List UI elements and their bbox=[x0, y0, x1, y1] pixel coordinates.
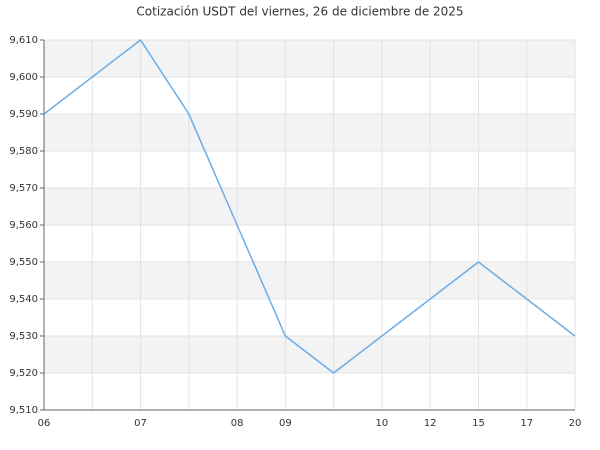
band bbox=[44, 262, 575, 299]
x-tick-label: 20 bbox=[569, 418, 582, 429]
y-tick-label: 9,530 bbox=[9, 331, 38, 342]
y-tick-label: 9,560 bbox=[9, 220, 38, 231]
x-tick-label: 12 bbox=[424, 418, 437, 429]
y-tick-label: 9,550 bbox=[9, 257, 38, 268]
x-tick-label: 07 bbox=[134, 418, 147, 429]
y-tick-label: 9,600 bbox=[9, 72, 38, 83]
band bbox=[44, 40, 575, 77]
band bbox=[44, 188, 575, 225]
y-tick-label: 9,520 bbox=[9, 368, 38, 379]
line bbox=[43, 38, 576, 374]
y-tick-label: 9,510 bbox=[9, 405, 38, 416]
x-tick-label: 10 bbox=[376, 418, 389, 429]
band bbox=[44, 114, 575, 151]
y-tick-label: 9,590 bbox=[9, 109, 38, 120]
chart-title: Cotización USDT del viernes, 26 de dicie… bbox=[136, 5, 463, 19]
y-tick-label: 9,580 bbox=[9, 146, 38, 157]
x-tick-label: 15 bbox=[472, 418, 485, 429]
x-tick-label: 08 bbox=[231, 418, 244, 429]
y-tick-label: 9,610 bbox=[9, 35, 38, 46]
y-tick-label: 9,540 bbox=[9, 294, 38, 305]
y-tick-label: 9,570 bbox=[9, 183, 38, 194]
x-tick-label: 09 bbox=[279, 418, 292, 429]
x-tick-label: 06 bbox=[38, 418, 51, 429]
x-tick-label: 17 bbox=[520, 418, 533, 429]
